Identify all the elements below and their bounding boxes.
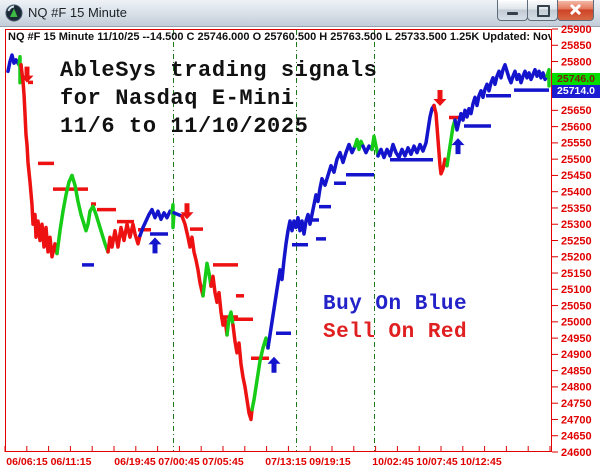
x-axis-label: 06/19:45 — [114, 456, 156, 468]
x-axis-label: 06/11:15 — [51, 456, 92, 468]
price-path-neutral — [225, 310, 235, 337]
sell-legend: Sell On Red — [323, 321, 468, 344]
price-path-sell — [432, 103, 449, 176]
price-path-sell — [209, 274, 229, 337]
annotation-line3: 11/6 to 11/10/2025 — [60, 114, 309, 139]
maximize-icon — [537, 5, 550, 17]
y-axis-label: 25150 — [561, 268, 592, 280]
window-title: NQ #F 15 Minute — [28, 5, 127, 20]
price-path-buy — [138, 207, 174, 238]
x-axis-label: 10/02:45 — [372, 456, 414, 468]
x-axis-label: 07/05:45 — [202, 456, 244, 468]
annotation-line1: AbleSys trading signals — [60, 58, 378, 83]
buy-arrow-icon — [267, 356, 281, 373]
chart-header: NQ #F 15 Minute 11/10/25 --14.500 C 2574… — [8, 31, 551, 43]
buy-legend: Buy On Blue — [323, 293, 468, 316]
x-axis-label: 10/12:45 — [460, 456, 502, 468]
y-axis-label: 25300 — [561, 219, 592, 231]
y-axis-label: 24850 — [561, 365, 592, 377]
y-axis-label: 25900 — [561, 24, 592, 36]
price-path-buy — [453, 63, 549, 132]
y-axis-label: 24650 — [561, 431, 592, 443]
y-axis-label: 25400 — [561, 186, 592, 198]
y-axis-label: 25050 — [561, 300, 592, 312]
y-axis-label: 24600 — [561, 447, 592, 459]
price-path-neutral — [545, 67, 551, 88]
price-path-neutral — [201, 261, 213, 298]
x-axis-label: 07/00:45 — [158, 456, 200, 468]
price-path-neutral — [250, 336, 270, 412]
y-axis-label: 25450 — [561, 170, 592, 182]
x-axis-label: 06/06:15 — [6, 456, 48, 468]
y-axis-label: 25800 — [561, 56, 592, 68]
y-axis-label: 25650 — [561, 105, 592, 117]
price-path-neutral — [170, 202, 176, 230]
y-axis-label: 25550 — [561, 138, 592, 150]
y-axis-label: 24800 — [561, 382, 592, 394]
plot-border — [5, 29, 552, 452]
sell-arrow-icon — [20, 66, 34, 83]
last-price-label: 25714.0 — [552, 85, 600, 98]
price-path-sell — [19, 63, 59, 259]
y-axis-label: 24950 — [561, 333, 592, 345]
x-axis-label: 07/13:15 — [265, 456, 307, 468]
y-axis-label: 25250 — [561, 235, 592, 247]
price-path-neutral — [445, 118, 457, 168]
y-axis-label: 25100 — [561, 284, 592, 296]
x-axis-label: 10/07:45 — [416, 456, 458, 468]
x-axis-label: 09/19:15 — [309, 456, 351, 468]
y-axis-label: 25350 — [561, 203, 592, 215]
close-price-label: 25746.0 — [552, 73, 600, 85]
annotation-line2: for Nasdaq E-Mini — [60, 86, 295, 111]
app-icon — [5, 4, 23, 22]
y-axis-label: 25600 — [561, 121, 592, 133]
price-path-buy — [6, 53, 21, 74]
titlebar: NQ #F 15 Minute — [0, 0, 600, 27]
y-axis-label: 24750 — [561, 398, 592, 410]
buy-arrow-icon — [148, 237, 162, 254]
price-path-sell — [106, 222, 142, 254]
price-path-sell — [180, 214, 205, 298]
price-path-sell — [231, 323, 254, 422]
price-path-neutral — [370, 134, 380, 158]
sell-arrow-icon — [180, 203, 194, 220]
price-path-buy — [266, 142, 357, 350]
price-path-buy — [376, 103, 436, 160]
y-axis-label: 24700 — [561, 414, 592, 426]
close-button[interactable] — [557, 0, 594, 21]
y-axis-label: 25000 — [561, 317, 592, 329]
price-path-neutral — [353, 137, 365, 152]
y-axis-label: 25200 — [561, 252, 592, 264]
price-path-neutral — [55, 173, 110, 256]
sell-arrow-icon — [433, 90, 447, 106]
buy-arrow-icon — [451, 138, 465, 155]
minimize-icon — [507, 12, 518, 15]
y-axis-label: 24900 — [561, 349, 592, 361]
y-axis-label: 25850 — [561, 40, 592, 52]
y-axis-label: 25500 — [561, 154, 592, 166]
